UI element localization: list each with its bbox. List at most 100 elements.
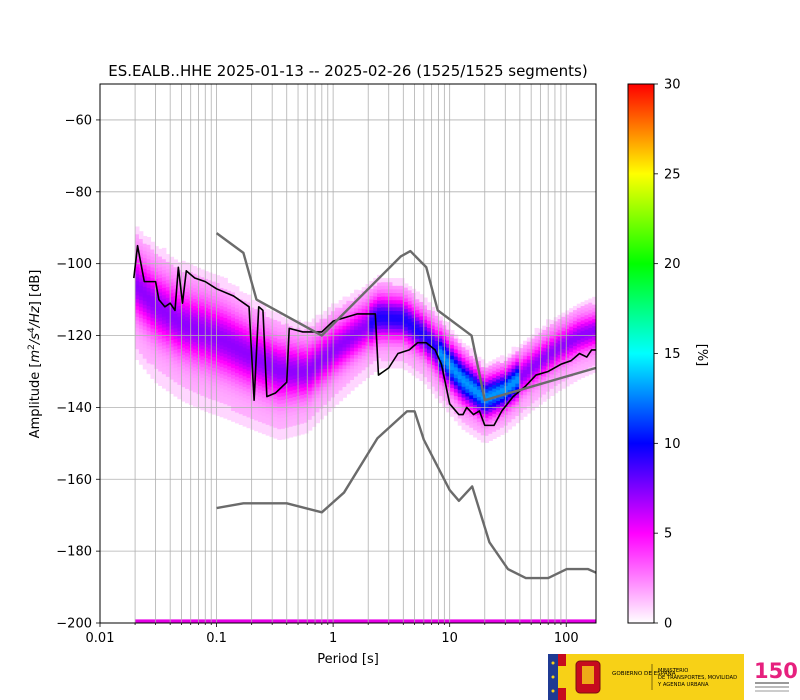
density-cell: [135, 237, 140, 242]
density-cell: [288, 433, 294, 438]
density-cell: [173, 324, 178, 329]
density-cell: [192, 395, 198, 400]
footer-logos: GOBIERNO DE ESPAÑA MINISTERIO DE TRANSPO…: [548, 654, 798, 700]
density-cell: [215, 343, 221, 348]
density-cell: [277, 335, 282, 340]
density-cell: [238, 341, 244, 346]
density-cell: [338, 332, 344, 337]
density-cell: [357, 329, 363, 334]
density-cell: [549, 391, 555, 396]
density-cell: [150, 360, 155, 365]
density-cell: [177, 330, 182, 335]
density-cell: [511, 415, 516, 420]
density-cell: [200, 352, 205, 357]
density-cell: [411, 357, 417, 362]
density-cell: [158, 255, 163, 261]
density-cell: [200, 323, 205, 328]
density-cell: [461, 350, 467, 355]
density-cell: [277, 389, 282, 394]
density-cell: [446, 357, 451, 363]
density-cell: [384, 303, 390, 308]
density-cell: [572, 313, 578, 318]
density-cell: [503, 371, 509, 376]
density-cell: [457, 356, 463, 362]
density-cell: [231, 331, 236, 336]
density-cell: [415, 363, 420, 368]
density-cell: [557, 332, 563, 338]
density-cell: [231, 320, 236, 325]
density-cell: [407, 322, 413, 327]
density-cell: [515, 411, 520, 416]
density-cell: [354, 375, 359, 381]
density-cell: [292, 421, 298, 426]
density-cell: [258, 349, 263, 354]
density-cell: [354, 322, 359, 327]
density-cell: [476, 396, 482, 401]
density-cell: [242, 411, 248, 416]
density-cell: [242, 372, 248, 377]
density-cell: [542, 347, 547, 352]
density-cell: [169, 281, 175, 287]
density-cell: [499, 412, 505, 417]
density-cell: [254, 409, 259, 414]
density-cell: [250, 396, 255, 402]
density-cell: [269, 418, 274, 423]
density-cell: [357, 344, 363, 349]
density-cell: [461, 425, 467, 430]
density-cell: [165, 318, 171, 323]
density-cell: [342, 364, 347, 370]
density-cell: [311, 347, 317, 352]
density-cell: [565, 360, 570, 365]
density-cell: [273, 394, 278, 400]
density-cell: [446, 325, 451, 330]
density-cell: [584, 350, 589, 355]
density-cell: [357, 354, 363, 359]
density-cell: [576, 318, 582, 323]
density-cell: [177, 359, 182, 364]
density-cell: [311, 350, 317, 356]
density-cell: [419, 358, 424, 364]
density-cell: [258, 424, 263, 430]
density-cell: [204, 339, 209, 344]
density-cell: [484, 377, 490, 382]
density-cell: [315, 343, 321, 348]
density-cell: [242, 357, 248, 362]
density-cell: [192, 388, 198, 393]
density-cell: [592, 361, 596, 366]
density-cell: [384, 364, 390, 369]
density-cell: [173, 259, 178, 264]
density-cell: [135, 273, 140, 278]
density-cell: [557, 343, 563, 348]
density-cell: [427, 381, 432, 386]
density-cell: [208, 376, 213, 381]
density-cell: [288, 429, 294, 434]
density-cell: [542, 354, 547, 359]
density-cell: [572, 377, 578, 382]
density-cell: [185, 345, 190, 350]
density-cell: [488, 418, 493, 424]
density-cell: [465, 367, 470, 372]
density-cell: [265, 417, 271, 422]
density-cell: [565, 328, 570, 333]
density-cell: [261, 422, 267, 427]
x-tick-label: 100: [554, 631, 579, 646]
density-cell: [523, 340, 528, 345]
density-cell: [161, 265, 167, 271]
density-cell: [427, 327, 432, 332]
density-cell: [173, 331, 178, 336]
density-cell: [396, 313, 401, 319]
density-cell: [492, 398, 497, 404]
density-cell: [450, 401, 455, 407]
density-cell: [208, 312, 213, 317]
density-cell: [503, 425, 509, 430]
density-cell: [350, 350, 355, 355]
density-cell: [300, 376, 305, 381]
density-cell: [227, 398, 232, 403]
density-cell: [204, 328, 209, 333]
density-cell: [204, 393, 209, 398]
density-cell: [211, 327, 217, 332]
density-cell: [592, 368, 596, 373]
density-cell: [258, 388, 263, 394]
density-cell: [150, 263, 155, 268]
density-cell: [569, 347, 574, 352]
